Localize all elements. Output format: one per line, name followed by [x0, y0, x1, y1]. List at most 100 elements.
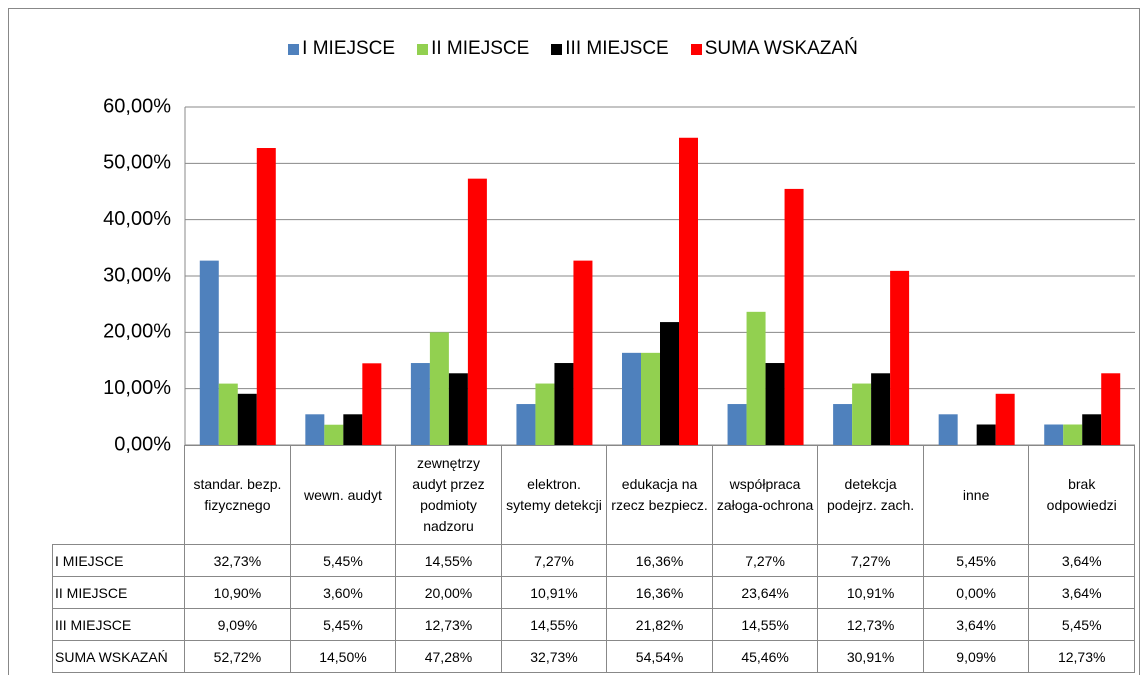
- table-cell: 3,60%: [289, 576, 397, 609]
- legend-label: III MIEJSCE: [565, 38, 669, 59]
- table-cell: 12,73%: [1028, 640, 1135, 673]
- data-table: standar. bezp. fizycznego wewn. audyt zewn…: [51, 445, 1135, 673]
- table-cell: 14,55%: [500, 608, 608, 641]
- table-cell: 5,45%: [289, 544, 397, 577]
- bar: [343, 414, 363, 445]
- bar: [448, 373, 468, 445]
- table-cell: 7,27%: [500, 544, 608, 577]
- chart-border: [8, 8, 1140, 675]
- table-row: SUMA WSKAZAŃ 52,72% 14,50% 47,28% 32,73% 54,5…: [51, 640, 1135, 673]
- legend: I MIEJSCE II MIEJSCE III MIEJSCE SUMA WSKAZ…: [0, 38, 1146, 60]
- bar: [1101, 373, 1121, 445]
- table-cell: 9,09%: [184, 608, 291, 641]
- x-tick-label: standar. bezp. fizycznego: [184, 445, 291, 545]
- legend-item: SUMA WSKAZAŃ: [690, 38, 858, 60]
- table-cell: 7,27%: [711, 544, 819, 577]
- table-cell: 7,27%: [817, 544, 924, 577]
- table-row: III MIEJSCE 9,09% 5,45% 12,73% 14,55% 21,82% 1…: [51, 608, 1135, 641]
- bar: [535, 383, 555, 445]
- bar: [765, 363, 785, 445]
- table-cell: 5,45%: [922, 544, 1030, 577]
- legend-swatch: [551, 43, 563, 55]
- table-cell: 54,54%: [606, 640, 713, 673]
- y-tick-label: 30,00%: [103, 264, 171, 286]
- table-cell: 12,73%: [817, 608, 924, 641]
- table-cell: 21,82%: [606, 608, 713, 641]
- table-cell: 45,46%: [711, 640, 819, 673]
- table-cell: 3,64%: [1028, 544, 1135, 577]
- bar: [995, 393, 1015, 445]
- row-label: SUMA WSKAZAŃ: [51, 640, 186, 673]
- bar: [516, 404, 536, 445]
- bar: [641, 352, 660, 445]
- table-cell: 3,64%: [922, 608, 1030, 641]
- bar: [237, 393, 257, 445]
- row-label: III MIEJSCE: [51, 608, 186, 641]
- bar: [784, 188, 804, 445]
- bar: [362, 363, 382, 445]
- bar: [324, 424, 344, 445]
- table-corner: [52, 445, 186, 545]
- x-tick-label: współpraca załoga-ochrona: [711, 445, 819, 545]
- table-cell: 14,55%: [711, 608, 819, 641]
- bar: [727, 404, 747, 445]
- bar: [890, 270, 910, 445]
- table-cell: 32,73%: [184, 544, 291, 577]
- x-tick-label: elektron. sytemy detekcji: [500, 445, 608, 545]
- bar: [1063, 424, 1083, 445]
- bar: [852, 383, 872, 445]
- table-row: standar. bezp. fizycznego wewn. audyt zewn…: [52, 445, 1135, 545]
- table-cell: 20,00%: [395, 576, 502, 609]
- legend-item: III MIEJSCE: [551, 38, 669, 60]
- bar: [679, 137, 698, 445]
- bar: [429, 332, 449, 445]
- row-label: I MIEJSCE: [51, 544, 186, 577]
- table-cell: 14,50%: [289, 640, 397, 673]
- table-cell: 32,73%: [500, 640, 608, 673]
- bar: [305, 414, 325, 445]
- x-tick-label: brak odpowiedzi: [1028, 445, 1135, 545]
- legend-swatch: [288, 43, 300, 55]
- legend-item: I MIEJSCE: [288, 38, 395, 60]
- x-tick-label: edukacja na rzecz bezpiecz.: [606, 445, 713, 545]
- table-cell: 14,55%: [395, 544, 502, 577]
- bar: [256, 148, 276, 445]
- table-cell: 10,91%: [817, 576, 924, 609]
- bar: [1082, 414, 1102, 445]
- y-tick-label: 50,00%: [103, 152, 171, 174]
- legend-label: I MIEJSCE: [302, 38, 396, 59]
- legend-label: II MIEJSCE: [431, 38, 530, 59]
- y-tick-label: 20,00%: [103, 321, 171, 343]
- table-cell: 52,72%: [184, 640, 291, 673]
- x-tick-label: inne: [922, 445, 1030, 545]
- table-cell: 5,45%: [289, 608, 397, 641]
- table-cell: 12,73%: [395, 608, 502, 641]
- legend-swatch: [417, 43, 429, 55]
- x-tick-label: wewn. audyt: [289, 445, 397, 545]
- legend-swatch: [690, 43, 702, 55]
- table-cell: 0,00%: [922, 576, 1030, 609]
- table-cell: 10,90%: [184, 576, 291, 609]
- table-cell: 16,36%: [606, 544, 713, 577]
- y-tick-label: 60,00%: [103, 95, 171, 117]
- bar: [746, 311, 766, 445]
- table-cell: 30,91%: [817, 640, 924, 673]
- y-tick-label: 10,00%: [103, 377, 171, 399]
- table-row: II MIEJSCE 10,90% 3,60% 20,00% 10,91% 16,36% 2…: [51, 576, 1135, 609]
- legend-item: II MIEJSCE: [417, 38, 529, 60]
- table-row: I MIEJSCE 32,73% 5,45% 14,55% 7,27% 16,36% 7,2…: [51, 544, 1135, 577]
- bar: [660, 322, 679, 445]
- legend-label: SUMA WSKAZAŃ: [704, 38, 858, 59]
- x-tick-label: zewnętrzy audyt przez podmioty nadzoru: [395, 445, 502, 545]
- bar: [938, 414, 958, 445]
- y-tick-label: 40,00%: [103, 208, 171, 230]
- table-cell: 47,28%: [395, 640, 502, 673]
- table-cell: 16,36%: [606, 576, 713, 609]
- table-cell: 10,91%: [500, 576, 608, 609]
- bar: [573, 260, 593, 445]
- table-cell: 3,64%: [1028, 576, 1135, 609]
- bar: [833, 404, 853, 445]
- bar: [467, 178, 487, 445]
